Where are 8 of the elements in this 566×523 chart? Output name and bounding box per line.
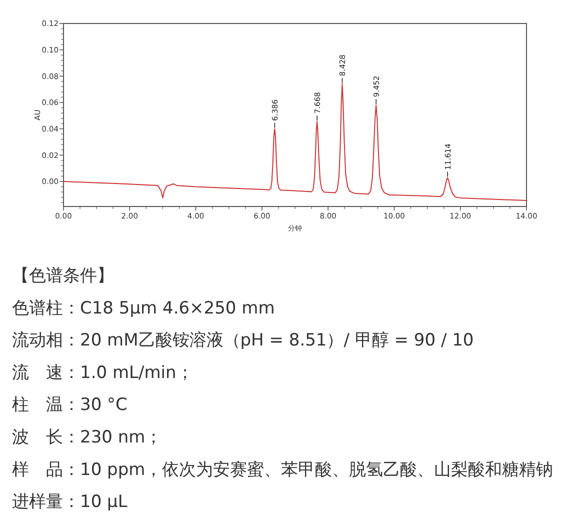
condition-line: 波 长：230 nm；	[12, 428, 162, 448]
conditions-heading: 【色谱条件】	[12, 266, 114, 286]
condition-line: 流 速：1.0 mL/min；	[12, 362, 194, 383]
condition-line: 柱 温：30 °C	[12, 395, 128, 416]
condition-line: 流动相：20 mM乙酸铵溶液（pH = 8.51）/ 甲醇 = 90 / 10	[12, 330, 474, 351]
condition-line: 进样量：10 µL	[12, 492, 128, 512]
condition-line: 色谱柱：C18 5µm 4.6×250 mm	[12, 298, 275, 318]
condition-line: 样 品：10 ppm，依次为安赛蜜、苯甲酸、脱氢乙酸、山梨酸和糖精钠	[12, 460, 554, 480]
